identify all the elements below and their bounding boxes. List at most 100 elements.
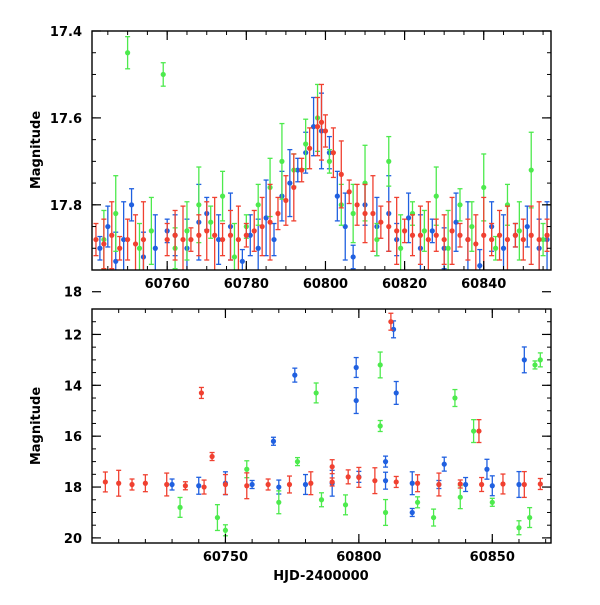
bottom-panel: 60750 60800 60850 12 14 16 18 20 Magnitude HJD-… [29, 308, 552, 584]
bottom-data-point [463, 481, 469, 488]
bottom-data-point [537, 481, 543, 487]
top-data-point [318, 119, 325, 125]
top-data-point [227, 232, 234, 238]
top-data-point [208, 219, 214, 225]
top-data-point [113, 258, 119, 264]
top-xtick-label: 60800 [303, 277, 348, 292]
bottom-series-1 [169, 320, 527, 518]
bottom-data-point [414, 480, 421, 486]
top-data-point [489, 236, 495, 243]
bottom-data-point [414, 499, 421, 505]
bottom-xtick-label: 60750 [203, 550, 248, 565]
bottom-data-point [430, 514, 437, 521]
top-data-point [125, 236, 131, 243]
bottom-data-point [292, 372, 298, 378]
top-data-point [255, 202, 261, 208]
top-data-point [453, 219, 459, 225]
top-data-point [493, 245, 499, 251]
bottom-data-point [353, 364, 359, 371]
bottom-data-point [471, 428, 477, 434]
bottom-ytick-label: 20 [64, 532, 82, 547]
bottom-data-point [329, 479, 335, 485]
bottom-data-point [244, 466, 250, 472]
top-data-point [374, 236, 380, 243]
top-data-point [330, 150, 336, 156]
bottom-data-point [441, 461, 447, 467]
top-data-point [299, 167, 305, 173]
bottom-data-point [353, 397, 359, 404]
top-data-point [140, 236, 147, 243]
top-data-point [136, 245, 143, 251]
bottom-data-point [516, 481, 522, 488]
bottom-data-point [169, 481, 175, 488]
top-data-point [152, 245, 158, 251]
top-data-point [148, 228, 154, 234]
top-data-point [524, 223, 530, 230]
top-data-point [219, 236, 226, 243]
top-data-point [196, 202, 202, 208]
top-data-point [465, 236, 471, 243]
top-xtick-label: 60840 [461, 277, 506, 292]
top-data-point [121, 236, 127, 243]
top-data-point [287, 180, 293, 186]
bottom-data-point [182, 483, 189, 489]
top-data-point [283, 197, 289, 204]
top-data-point [259, 223, 265, 230]
top-data-point [354, 202, 360, 208]
top-panel-ticks: 60760 60780 60800 60820 60840 17.4 17.6 17.8 18 [50, 25, 551, 301]
bottom-panel-frame [91, 308, 552, 544]
bottom-data-point [377, 423, 383, 429]
bottom-data-point [409, 480, 415, 486]
bottom-data-point [129, 481, 135, 488]
top-ytick-label: 17.8 [50, 199, 82, 214]
bottom-data-point [142, 480, 148, 486]
bottom-data-point [452, 395, 458, 401]
top-data-point [117, 245, 123, 251]
top-data-point [93, 236, 99, 243]
top-data-point [409, 232, 416, 238]
top-ytick-label: 18 [64, 286, 82, 301]
top-data-point [204, 228, 210, 234]
top-data-point [528, 167, 534, 173]
top-data-point [457, 232, 463, 238]
bottom-panel-ticks: 60750 60800 60850 12 14 16 18 20 [64, 308, 551, 565]
top-data-point [255, 245, 261, 251]
bottom-panel-data [102, 312, 543, 537]
top-data-point [279, 158, 285, 164]
top-data-point [457, 202, 463, 208]
top-data-point [113, 210, 119, 217]
top-data-point [231, 254, 238, 260]
bottom-data-point [222, 527, 229, 533]
bottom-data-point [116, 480, 122, 486]
bottom-panel-xlabel: HJD-2400000 [273, 569, 368, 584]
bottom-data-point [198, 390, 205, 396]
bottom-data-point [249, 481, 255, 488]
top-data-point [544, 232, 550, 238]
top-data-point [350, 210, 356, 217]
bottom-ytick-label: 14 [64, 379, 82, 394]
top-data-point [267, 219, 273, 225]
bottom-series-2 [177, 351, 543, 537]
top-data-point [342, 223, 348, 230]
bottom-xtick-label: 60800 [336, 550, 381, 565]
bottom-data-point [209, 453, 215, 460]
bottom-series-3 [102, 312, 543, 500]
top-data-point [303, 141, 309, 147]
top-data-point [370, 210, 376, 217]
top-data-point [425, 236, 431, 243]
top-data-point [239, 258, 245, 264]
bottom-data-point [177, 504, 183, 510]
top-data-point [449, 228, 455, 234]
bottom-data-point [409, 509, 415, 516]
bottom-data-point [476, 428, 482, 434]
top-data-point [417, 232, 424, 238]
top-data-point [291, 184, 297, 191]
bottom-panel-ylabel: Magnitude [29, 387, 44, 466]
bottom-data-point [356, 474, 362, 480]
top-xtick-label: 60760 [145, 277, 190, 292]
top-data-point [536, 236, 542, 243]
top-data-point [219, 193, 226, 199]
top-data-point [160, 71, 166, 78]
bottom-data-point [521, 357, 527, 363]
top-data-point [481, 184, 487, 191]
